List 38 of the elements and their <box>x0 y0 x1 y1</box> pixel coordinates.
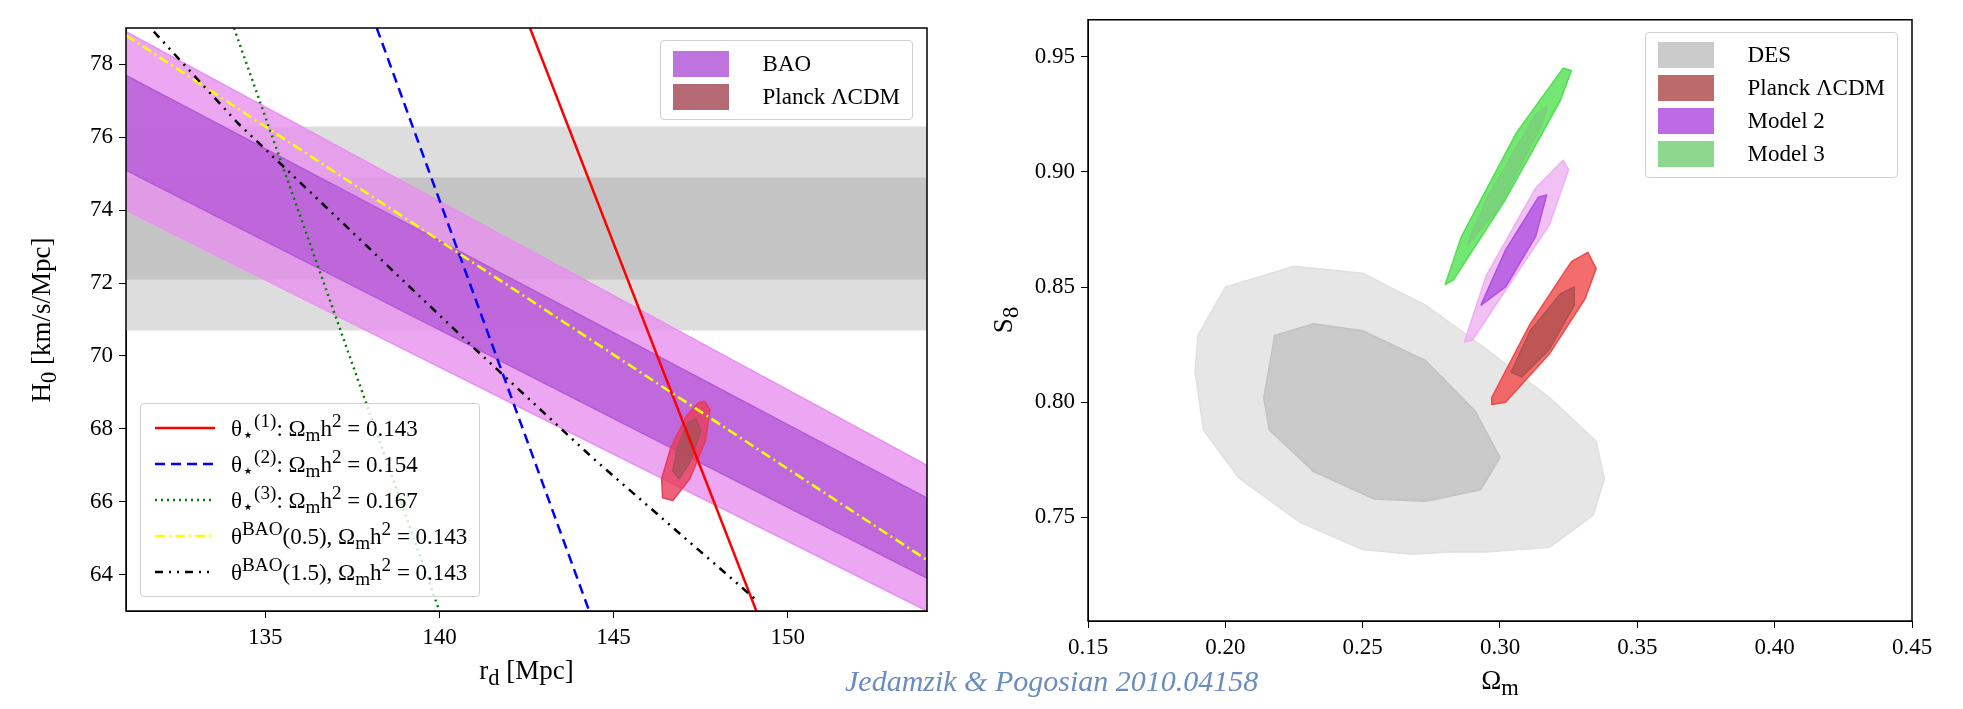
x-tick-label: 0.20 <box>1205 633 1246 659</box>
legend-label: θ$_{⋆}$$^{(3)}$: Ω$_{m}$h$^{2}$ = 0.167 <box>231 481 418 519</box>
y-tick-label: 0.75 <box>1034 503 1075 529</box>
legend-label: Model 3 <box>1747 141 1825 168</box>
y-tick-label: 0.90 <box>1034 157 1075 183</box>
legend-label: Model 2 <box>1747 108 1825 135</box>
y-tick-label: 76 <box>90 123 113 149</box>
x-tick-label: 140 <box>422 623 457 649</box>
x-tick-label: 0.35 <box>1617 633 1658 659</box>
legend-label: DES <box>1747 42 1792 69</box>
x-tick-label: 135 <box>248 623 283 649</box>
y-tick-label: 78 <box>90 50 113 76</box>
x-tick-label: 0.30 <box>1479 633 1521 659</box>
x-tick-label: 0.40 <box>1754 633 1795 659</box>
legend-label: θ$_{⋆}$$^{(1)}$: Ω$_{m}$h$^{2}$ = 0.143 <box>231 409 418 447</box>
legend-label: θ$^{BAO}$(1.5), Ω$_{m}$h$^{2}$ = 0.143 <box>231 553 468 591</box>
x-tick-label: 145 <box>596 623 631 649</box>
y-tick-label: 68 <box>90 414 113 440</box>
y-tick-label: 0.95 <box>1034 42 1075 68</box>
x-axis-title: Ω$_{m}$ <box>1481 665 1519 702</box>
legend-label: Planck ΛCDM <box>1747 75 1885 102</box>
legend-label: θ$^{BAO}$(0.5), Ω$_{m}$h$^{2}$ = 0.143 <box>231 517 468 555</box>
y-tick-label: 72 <box>90 269 113 295</box>
x-tick-label: 0.45 <box>1891 633 1933 659</box>
y-tick-label: 70 <box>90 341 113 367</box>
y-tick-label: 66 <box>90 487 113 513</box>
x-tick-label: 150 <box>770 623 805 649</box>
legend-label: θ$_{⋆}$$^{(2)}$: Ω$_{m}$h$^{2}$ = 0.154 <box>231 445 418 483</box>
x-tick-label: 0.25 <box>1342 633 1383 659</box>
x-axis-title: r$_{d}$ [Mpc] <box>479 655 574 692</box>
x-tick-label: 0.15 <box>1067 633 1109 659</box>
y-tick-label: 64 <box>90 560 114 586</box>
y-tick-label: 0.80 <box>1034 388 1075 414</box>
y-tick-label: 74 <box>90 196 114 222</box>
y-tick-label: 0.85 <box>1034 273 1075 299</box>
legend-label: Planck ΛCDM <box>762 83 900 110</box>
legend-label: BAO <box>762 50 812 77</box>
text: Jedamzik & Pogosian 2010.04158 <box>845 664 1259 698</box>
